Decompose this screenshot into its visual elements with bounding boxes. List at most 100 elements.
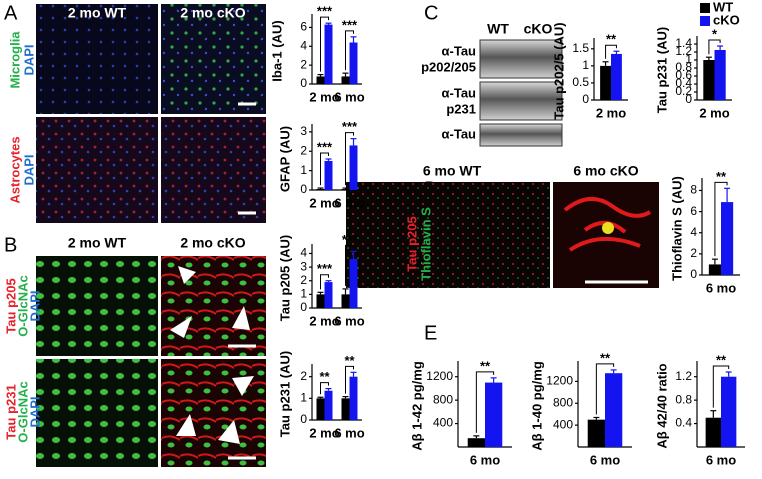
y-tick-label: 1 xyxy=(300,287,307,301)
row-label: DAPI xyxy=(27,396,42,427)
y-tick-label: 3 xyxy=(300,259,307,273)
x-tick-label: 6 mo xyxy=(334,195,364,210)
significance-label: *** xyxy=(342,17,358,32)
significance-label: *** xyxy=(342,119,358,134)
significance-label: ** xyxy=(600,350,611,365)
y-tick-label: 800 xyxy=(553,395,573,409)
y-tick-label: 1.5 xyxy=(572,41,589,55)
micrograph xyxy=(36,359,158,467)
significance-label: *** xyxy=(317,261,333,276)
blot-label: p231 xyxy=(446,101,476,116)
legend-swatch xyxy=(700,3,710,13)
column-label: 2 mo cKO xyxy=(180,235,245,251)
y-tick-label: 2 xyxy=(690,246,697,260)
arrowhead xyxy=(170,316,192,338)
row-label: Tau p205 xyxy=(3,278,18,333)
y-tick-label: 4 xyxy=(300,38,307,52)
y-tick-label: 0 xyxy=(300,182,307,196)
row-label: Thioflavin S xyxy=(418,207,433,281)
y-tick-label: 4 xyxy=(300,246,307,260)
micrograph xyxy=(161,117,266,223)
y-tick-label: 1 xyxy=(582,58,589,72)
blot-strip xyxy=(479,39,563,79)
significance-label: * xyxy=(712,26,718,41)
significance-bracket xyxy=(605,44,617,59)
significance-bracket xyxy=(475,371,495,433)
blot-strip xyxy=(479,123,563,147)
y-axis-label: Tau p231 (AU) xyxy=(277,351,292,437)
y-axis-label: Aβ 1-40 pg/mg xyxy=(529,361,544,451)
x-tick-label: 6 mo xyxy=(590,452,620,467)
y-tick-label: 0 xyxy=(300,412,307,426)
significance-label: *** xyxy=(317,4,333,19)
y-tick-label: 1.2 xyxy=(675,369,692,383)
column-label: 2 mo WT xyxy=(68,5,127,21)
bar xyxy=(316,294,325,308)
y-tick-label: 1 xyxy=(300,391,307,405)
x-tick-label: 2 mo xyxy=(309,313,339,328)
bar xyxy=(708,264,721,275)
micrograph xyxy=(161,256,266,356)
y-axis-label: GFAP (AU) xyxy=(277,126,292,192)
y-tick-label: 0 xyxy=(690,267,697,281)
x-tick-label: 6 mo xyxy=(334,425,364,440)
panel-letter: C xyxy=(424,2,438,24)
bar xyxy=(341,189,350,190)
arrowhead xyxy=(218,420,240,444)
y-tick-label: 800 xyxy=(433,392,453,406)
bar xyxy=(485,382,503,447)
row-label: Microglia xyxy=(7,31,22,89)
panel-letter: A xyxy=(4,2,18,24)
bar xyxy=(316,189,325,190)
significance-label: ** xyxy=(606,32,617,47)
bar xyxy=(341,398,350,420)
y-axis-label: Tau p202/5 (AU) xyxy=(551,22,566,119)
y-tick-label: 400 xyxy=(433,416,453,430)
row-label: DAPI xyxy=(21,154,36,185)
micrograph xyxy=(346,182,550,288)
bar xyxy=(467,438,485,447)
y-axis-label: Aβ 42/40 ratio xyxy=(654,363,669,448)
y-tick-label: 0.2 xyxy=(675,84,692,98)
bar xyxy=(349,145,358,190)
bar xyxy=(721,376,737,447)
micrograph xyxy=(36,117,158,223)
significance-bracket xyxy=(345,132,354,186)
bar xyxy=(611,53,622,100)
column-label: 6 mo WT xyxy=(423,163,482,179)
y-axis-label: Thioflavin S (AU) xyxy=(669,176,684,281)
x-tick-label: 2 mo xyxy=(596,105,626,120)
y-tick-label: 2 xyxy=(300,57,307,71)
micrograph xyxy=(161,4,266,114)
bar xyxy=(341,76,350,84)
blot-label: p202/205 xyxy=(421,59,476,74)
significance-bracket xyxy=(320,274,329,290)
x-tick-label: 6 mo xyxy=(334,89,364,104)
y-tick-label: 1 xyxy=(685,52,692,66)
y-tick-label: 1200 xyxy=(426,369,453,383)
x-tick-label: 2 mo xyxy=(309,195,339,210)
significance-label: ** xyxy=(480,358,491,373)
bar xyxy=(721,202,734,275)
row-label: O-GlcNAc xyxy=(15,381,30,442)
y-axis-label: Tau p231 (AU) xyxy=(654,27,669,113)
bar xyxy=(324,282,333,308)
legend-label: cKO xyxy=(713,12,740,27)
column-label: 6 mo cKO xyxy=(573,163,638,179)
y-tick-label: 1 xyxy=(300,163,307,177)
x-tick-label: 6 mo xyxy=(706,452,736,467)
y-tick-label: 0 xyxy=(685,92,692,106)
x-tick-label: 2 mo xyxy=(309,89,339,104)
bar xyxy=(316,76,325,84)
arrowhead xyxy=(178,266,196,284)
y-tick-label: 8 xyxy=(690,183,697,197)
micrograph xyxy=(553,182,659,288)
y-tick-label: 0.5 xyxy=(572,75,589,89)
y-tick-label: 0 xyxy=(300,76,307,90)
bar xyxy=(349,376,358,420)
micrograph xyxy=(161,359,266,467)
y-tick-label: 0.4 xyxy=(675,416,692,430)
legend-label: WT xyxy=(713,0,733,14)
bar xyxy=(703,60,715,100)
significance-label: ** xyxy=(344,353,355,368)
